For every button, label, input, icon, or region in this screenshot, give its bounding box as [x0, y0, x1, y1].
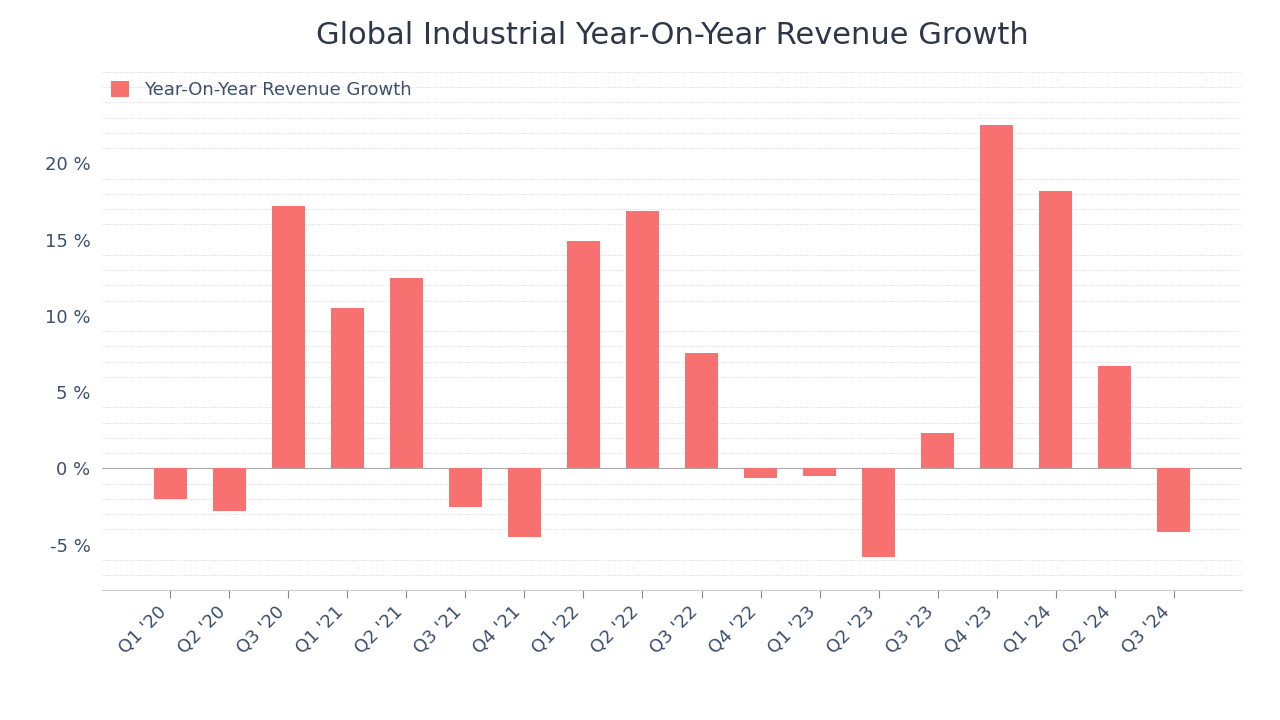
Bar [1157, 469, 1190, 533]
Bar [744, 469, 777, 477]
Bar [863, 469, 895, 557]
Bar [1098, 366, 1130, 469]
Bar [332, 308, 364, 469]
Bar [214, 469, 246, 511]
Bar [273, 206, 305, 469]
Bar [390, 278, 422, 469]
Bar [804, 469, 836, 476]
Bar [922, 433, 954, 469]
Bar [449, 469, 481, 507]
Bar [1039, 191, 1071, 469]
Bar [980, 125, 1012, 469]
Bar [154, 469, 187, 499]
Bar [567, 241, 600, 469]
Bar [626, 211, 659, 469]
Bar [508, 469, 540, 537]
Bar [685, 353, 718, 469]
Legend: Year-On-Year Revenue Growth: Year-On-Year Revenue Growth [111, 81, 412, 99]
Title: Global Industrial Year-On-Year Revenue Growth: Global Industrial Year-On-Year Revenue G… [316, 21, 1028, 50]
